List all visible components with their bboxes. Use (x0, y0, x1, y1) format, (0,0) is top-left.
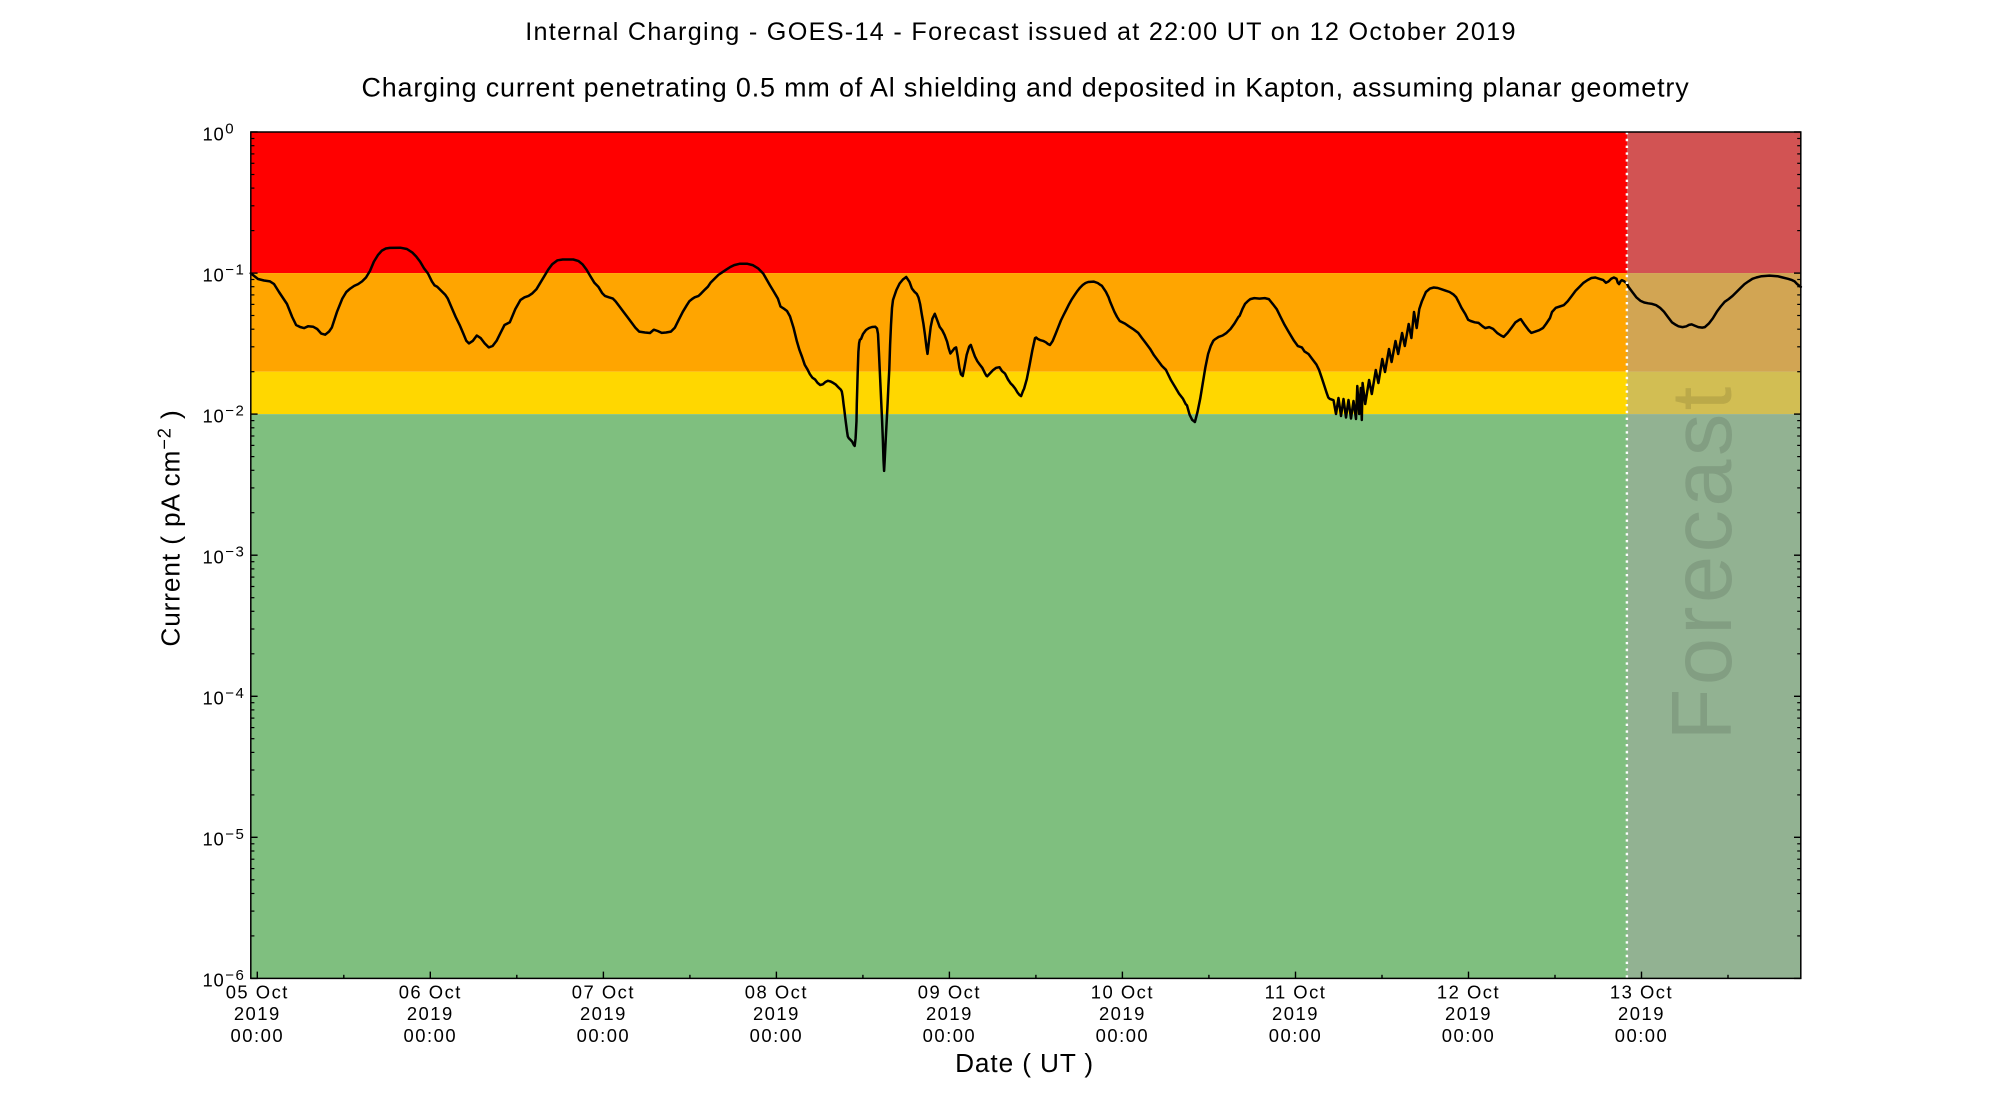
svg-text:10: 10 (202, 970, 224, 991)
svg-text:10: 10 (202, 123, 224, 144)
svg-text:13 Oct: 13 Oct (1610, 981, 1673, 1002)
svg-text:2019: 2019 (234, 1003, 281, 1024)
svg-text:2019: 2019 (407, 1003, 454, 1024)
svg-text:00:00: 00:00 (1269, 1025, 1323, 1046)
svg-text:0: 0 (225, 121, 235, 138)
svg-text:00:00: 00:00 (231, 1025, 285, 1046)
svg-text:10: 10 (202, 547, 224, 568)
svg-text:07 Oct: 07 Oct (572, 981, 635, 1002)
svg-text:−6: −6 (225, 967, 245, 984)
svg-text:−3: −3 (225, 544, 245, 561)
svg-text:00:00: 00:00 (1615, 1025, 1669, 1046)
svg-text:10: 10 (202, 688, 224, 709)
svg-text:10: 10 (202, 829, 224, 850)
svg-text:2019: 2019 (926, 1003, 973, 1024)
svg-text:09 Oct: 09 Oct (918, 981, 981, 1002)
svg-text:Charging current penetrating 0: Charging current penetrating 0.5 mm of A… (361, 73, 1689, 103)
svg-text:00:00: 00:00 (404, 1025, 458, 1046)
svg-text:00:00: 00:00 (1096, 1025, 1150, 1046)
svg-text:−2: −2 (225, 403, 245, 420)
svg-text:00:00: 00:00 (1442, 1025, 1496, 1046)
svg-text:10: 10 (202, 264, 224, 285)
svg-text:2019: 2019 (580, 1003, 627, 1024)
svg-text:Date ( UT ): Date ( UT ) (955, 1048, 1094, 1078)
svg-text:2019: 2019 (1618, 1003, 1665, 1024)
svg-text:00:00: 00:00 (577, 1025, 631, 1046)
svg-text:2019: 2019 (1272, 1003, 1319, 1024)
svg-text:12 Oct: 12 Oct (1437, 981, 1500, 1002)
svg-text:00:00: 00:00 (923, 1025, 977, 1046)
svg-text:Internal Charging - GOES-14 -: Internal Charging - GOES-14 - Forecast i… (525, 18, 1517, 46)
svg-text:2019: 2019 (753, 1003, 800, 1024)
svg-text:−5: −5 (225, 826, 245, 843)
svg-text:00:00: 00:00 (750, 1025, 804, 1046)
svg-text:10: 10 (202, 405, 224, 426)
svg-text:08 Oct: 08 Oct (745, 981, 808, 1002)
svg-text:11 Oct: 11 Oct (1265, 981, 1327, 1002)
svg-text:−4: −4 (225, 685, 245, 702)
svg-text:06 Oct: 06 Oct (399, 981, 462, 1002)
svg-text:−1: −1 (225, 262, 245, 279)
svg-text:2019: 2019 (1445, 1003, 1492, 1024)
svg-text:10 Oct: 10 Oct (1091, 981, 1154, 1002)
svg-text:2019: 2019 (1099, 1003, 1146, 1024)
svg-text:Forecast: Forecast (1655, 383, 1750, 740)
svg-text:05 Oct: 05 Oct (226, 981, 289, 1002)
